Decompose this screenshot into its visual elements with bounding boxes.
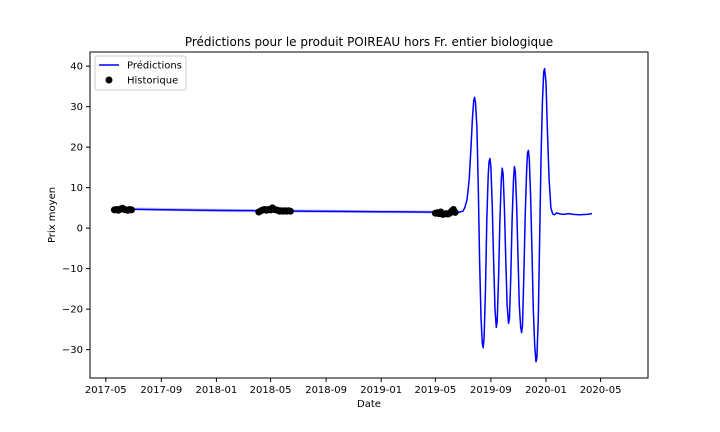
y-tick-label: −10: [62, 264, 83, 275]
x-tick-label: 2019-05: [414, 385, 456, 396]
predictions-line: [112, 67, 593, 363]
x-tick-label: 2020-05: [580, 385, 622, 396]
y-tick-label: −20: [62, 305, 83, 316]
y-tick-label: 10: [70, 183, 83, 194]
axes-frame: [89, 51, 649, 379]
y-tick-label: −30: [62, 345, 83, 356]
legend-predictions-label: Prédictions: [127, 60, 182, 72]
x-tick-label: 2018-05: [250, 385, 292, 396]
legend-history-label: Historique: [127, 76, 178, 87]
x-tick-label: 2018-09: [305, 385, 347, 396]
y-tick-label: 40: [70, 62, 83, 73]
y-axis: 40 30 20 10 0 −10 −20 −30: [62, 62, 90, 356]
y-tick-label: 0: [77, 224, 83, 235]
x-tick-label: 2019-01: [360, 385, 402, 396]
y-axis-label: Prix moyen: [47, 187, 58, 243]
history-point: [128, 206, 135, 214]
legend-history-swatch: [105, 76, 113, 84]
y-tick-label: 20: [70, 143, 83, 154]
x-tick-label: 2020-01: [525, 385, 567, 396]
y-tick-label: 30: [70, 102, 83, 113]
x-tick-label: 2017-05: [85, 385, 127, 396]
history-points: [110, 204, 459, 218]
x-tick-label: 2017-09: [140, 385, 182, 396]
x-axis: 2017-05 2017-09 2018-01 2018-05 2018-09 2019-…: [85, 378, 622, 396]
legend: Prédictions Historique: [94, 55, 187, 91]
x-tick-label: 2018-01: [196, 385, 238, 396]
history-point: [451, 208, 459, 216]
chart-title: Prédictions pour le produit POIREAU hors…: [185, 35, 553, 49]
x-tick-label: 2019-09: [470, 385, 512, 396]
x-axis-label: Date: [357, 399, 381, 410]
history-point: [286, 207, 294, 215]
plot-area: [110, 67, 593, 363]
